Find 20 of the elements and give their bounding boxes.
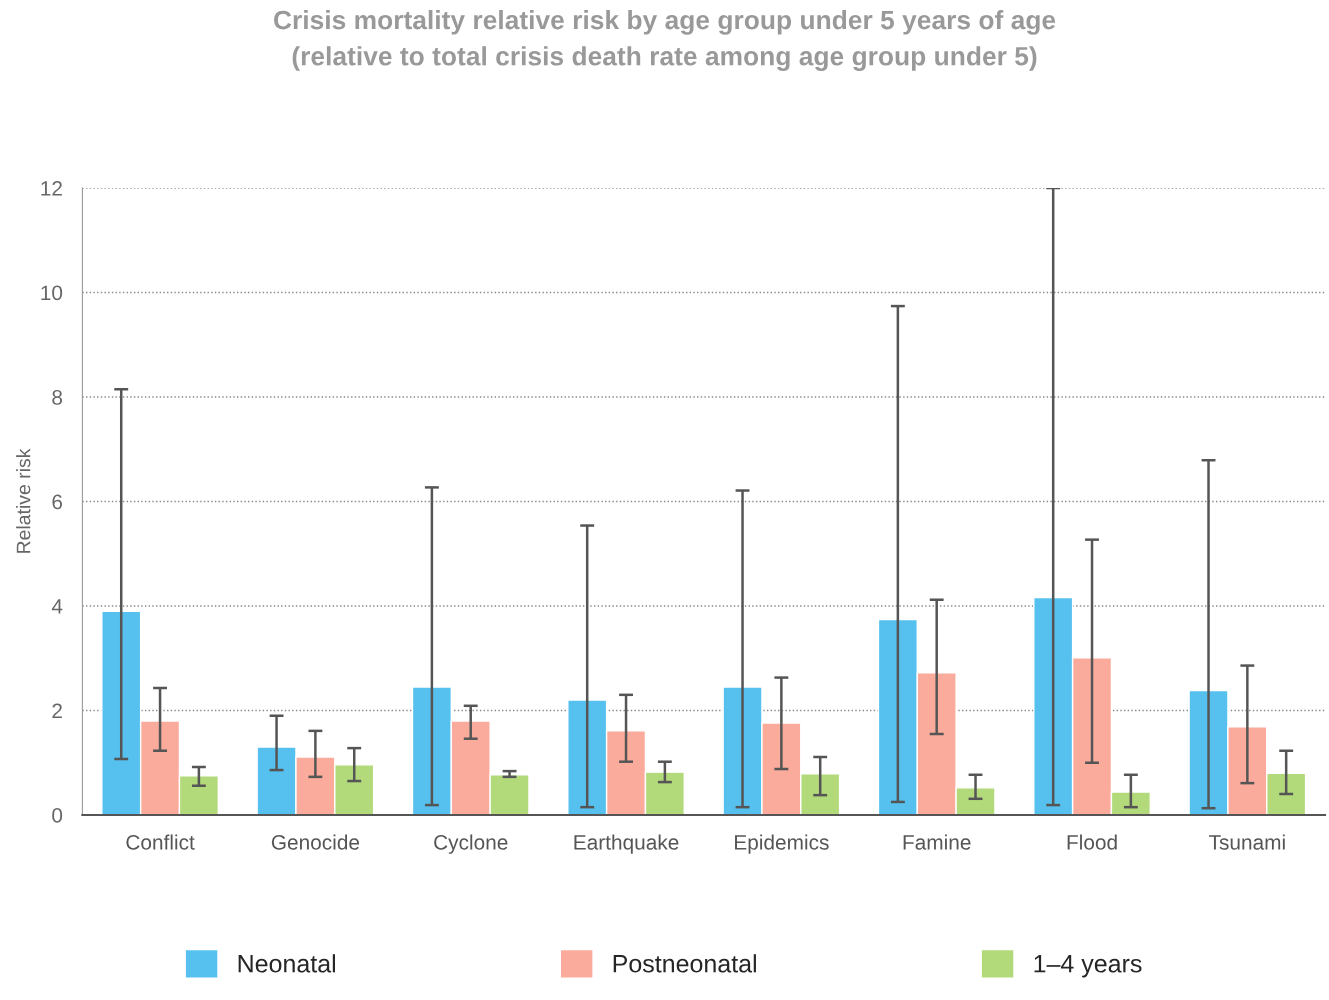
y-tick-label: 6 (52, 494, 63, 510)
x-tick-label: Flood (1067, 834, 1117, 850)
y-tick-label: 10 (41, 285, 63, 301)
legend-label: 1–4 years (1034, 955, 1142, 978)
x-tick-label: Earthquake (574, 834, 679, 854)
x-tick-label: Epidemics (735, 834, 829, 854)
x-tick-label: Famine (903, 834, 971, 850)
y-tick-label: 4 (51, 599, 63, 614)
y-axis-title: Relative risk (16, 448, 31, 553)
y-tick-label: 0 (52, 808, 63, 823)
y-tick-label: 8 (52, 390, 63, 405)
y-tick-label: 12 (41, 181, 62, 196)
x-tick-label: Cyclone (434, 834, 508, 854)
x-tick-label: Genocide (271, 834, 360, 850)
y-tick-label: 2 (52, 703, 62, 719)
legend-label: Neonatal (238, 954, 336, 973)
chart-title: Crisis mortality relative risk by age group under 5 years of age (relative to total crisis death rate among age group under 5) (274, 10, 1056, 71)
x-tick-label: Tsunami (1209, 834, 1285, 850)
x-tick-label: Conflict (126, 834, 195, 850)
legend-label: Postneonatal (613, 954, 756, 973)
